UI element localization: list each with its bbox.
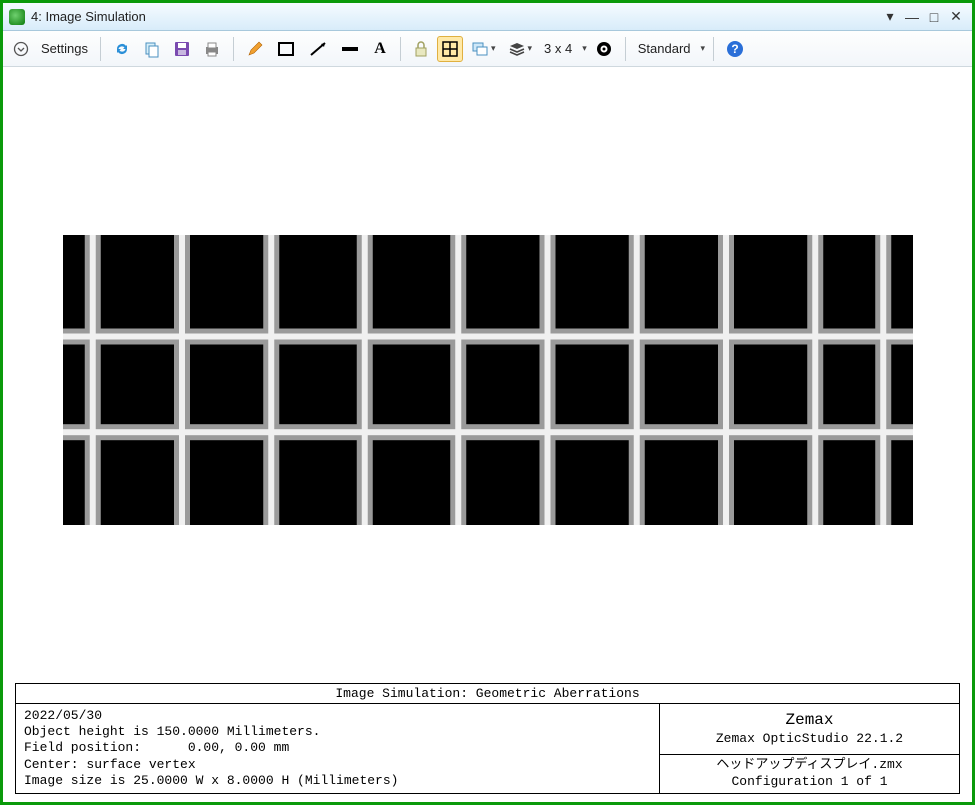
minimize-button[interactable]: — [902,9,922,25]
info-title: Image Simulation: Geometric Aberrations [16,684,959,704]
brand-version: Zemax OpticStudio 22.1.2 [716,731,903,748]
info-details: 2022/05/30 Object height is 150.0000 Mil… [16,704,659,793]
toolbar: Settings A ▾ ▾ 3 x 4 ▾ [3,31,972,67]
target-button[interactable] [591,36,617,62]
window-config-button[interactable]: ▾ [467,36,500,62]
file-name: ヘッドアップディスプレイ.zmx [664,757,955,774]
settings-label[interactable]: Settings [37,41,92,56]
grid-view-button[interactable] [437,36,463,62]
text-tool-button[interactable]: A [368,36,392,62]
standard-label[interactable]: Standard [634,41,695,56]
close-button[interactable]: ✕ [946,8,966,25]
line-tool-button[interactable] [304,36,332,62]
window-title: 4: Image Simulation [31,9,146,24]
info-panel: Image Simulation: Geometric Aberrations … [15,683,960,794]
config-label: Configuration 1 of 1 [664,774,955,791]
lock-button[interactable] [409,36,433,62]
maximize-button[interactable]: □ [924,9,944,25]
zoom-label[interactable]: 3 x 4 [540,41,576,56]
brand-name: Zemax [785,710,833,731]
refresh-button[interactable] [109,36,135,62]
thickness-button[interactable] [336,36,364,62]
expand-button[interactable] [9,36,33,62]
save-button[interactable] [169,36,195,62]
app-icon [9,9,25,25]
standard-caret-icon[interactable]: ▾ [701,43,706,54]
plot-area [15,77,960,683]
print-button[interactable] [199,36,225,62]
help-button[interactable]: ? [722,36,748,62]
content-area: Image Simulation: Geometric Aberrations … [3,67,972,802]
dropdown-icon[interactable]: ▾ [880,8,900,25]
simulation-image [63,235,913,525]
info-brand-panel: Zemax Zemax OpticStudio 22.1.2 ヘッドアップディス… [659,704,959,793]
layers-button[interactable]: ▾ [504,36,537,62]
zoom-caret-icon[interactable]: ▾ [582,43,587,54]
titlebar: 4: Image Simulation ▾ — □ ✕ [3,3,972,31]
svg-text:?: ? [731,42,738,56]
copy-button[interactable] [139,36,165,62]
pencil-button[interactable] [242,36,268,62]
rect-tool-button[interactable] [272,36,300,62]
